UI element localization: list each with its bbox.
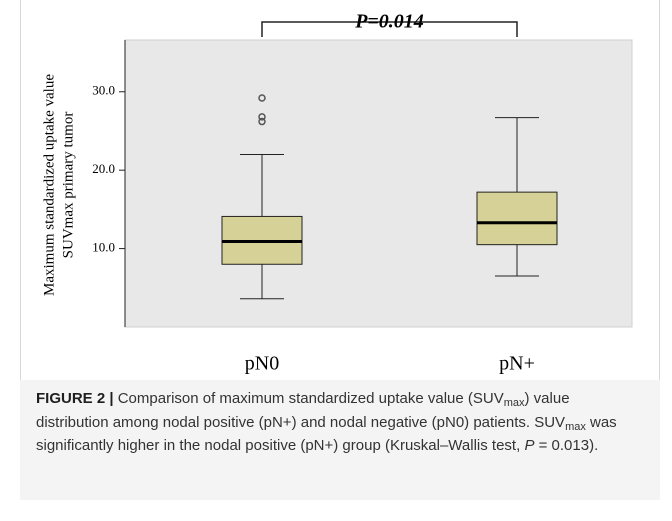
annotation: P=0.014 xyxy=(354,11,424,33)
caption-text: = 0.013). xyxy=(534,437,599,454)
chart: Maximum standardized uptake value SUVmax… xyxy=(41,11,633,375)
caption-sub: max xyxy=(503,397,525,409)
plot-background xyxy=(124,39,633,328)
y-tick-label: 10.0 xyxy=(92,240,115,255)
caption-italic: P xyxy=(524,437,535,454)
y-axis-label: SUVmax primary tumor xyxy=(60,112,76,259)
x-tick-label: pN+ xyxy=(499,353,535,375)
y-tick-label: 30.0 xyxy=(92,83,115,98)
x-tick-label: pN0 xyxy=(245,353,279,375)
caption: FIGURE 2 | Comparison of maximum standar… xyxy=(20,380,660,500)
outlier xyxy=(258,113,266,121)
outlier xyxy=(258,94,266,102)
box xyxy=(476,191,558,246)
outlier xyxy=(258,117,266,126)
significance-bracket xyxy=(261,21,518,37)
y-axis-label: Maximum standardized uptake value xyxy=(41,74,57,296)
caption-sub: max xyxy=(565,420,586,433)
y-tick-label: 20.0 xyxy=(92,161,115,176)
caption-text: ) value distribution among nodal positiv… xyxy=(36,390,570,431)
caption-text: Comparison of maximum standardized uptak… xyxy=(113,390,504,407)
caption-text: was significantly higher in the nodal po… xyxy=(36,413,617,455)
caption-label: FIGURE 2 | xyxy=(36,390,114,407)
